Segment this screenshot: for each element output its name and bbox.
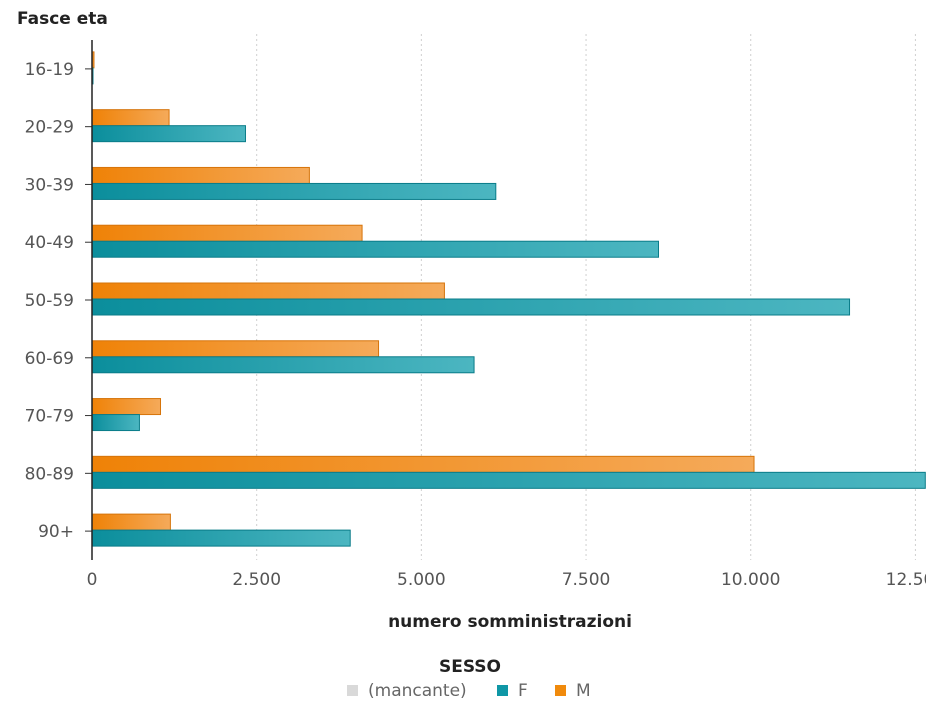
bar-f-40-49 — [91, 240, 660, 258]
legend-swatch-mancante[interactable] — [347, 685, 358, 696]
y-tick-label: 20-29 — [25, 118, 74, 138]
y-tick-label: 30-39 — [25, 175, 74, 195]
y-axis-title: Fasce eta — [17, 9, 108, 29]
x-tick-label: 7.500 — [562, 570, 611, 590]
x-tick-label: 12.500 — [886, 570, 926, 590]
y-tick-label: 50-59 — [25, 291, 74, 311]
bar-m-40-49 — [91, 224, 363, 242]
bar-m-20-29 — [91, 109, 170, 127]
y-tick-label: 80-89 — [25, 464, 74, 484]
legend-label[interactable]: (mancante) — [368, 681, 467, 701]
x-axis-title: numero somministrazioni — [388, 612, 632, 632]
legend-title: SESSO — [439, 657, 501, 677]
bar-f-50-59 — [91, 298, 851, 316]
y-tick-label: 40-49 — [25, 233, 74, 253]
bar-m-80-89 — [91, 455, 755, 473]
y-tick-label: 16-19 — [25, 60, 74, 80]
bar-m-30-39 — [91, 166, 310, 184]
y-tick-label: 90+ — [38, 522, 74, 542]
legend-label[interactable]: M — [576, 681, 591, 701]
bar-f-30-39 — [91, 182, 497, 200]
bar-f-20-29 — [91, 125, 246, 143]
legend-swatch-m[interactable] — [555, 685, 566, 696]
legend-label[interactable]: F — [518, 681, 528, 701]
x-tick-label: 0 — [87, 570, 98, 590]
legend-swatch-f[interactable] — [497, 685, 508, 696]
bar-m-50-59 — [91, 282, 445, 300]
bar-m-70-79 — [91, 398, 162, 416]
bar-f-90+ — [91, 529, 351, 547]
y-tick-label: 60-69 — [25, 349, 74, 369]
y-axis: 16-19 20-29 30-39 40-49 50-59 60-69 70-79 80-89… — [25, 40, 93, 560]
bars — [91, 51, 926, 547]
y-tick-label: 70-79 — [25, 407, 74, 427]
bar-f-70-79 — [91, 414, 140, 432]
x-tick-label: 10.000 — [721, 570, 780, 590]
bar-m-90+ — [91, 513, 171, 531]
legend: (mancante) F M — [347, 681, 591, 701]
x-axis: 0 2.500 5.000 7.500 10.000 12.500 — [87, 570, 926, 590]
bar-f-80-89 — [91, 471, 926, 489]
bar-f-60-69 — [91, 356, 475, 374]
x-tick-label: 5.000 — [397, 570, 446, 590]
bar-m-60-69 — [91, 340, 380, 358]
x-tick-label: 2.500 — [232, 570, 281, 590]
